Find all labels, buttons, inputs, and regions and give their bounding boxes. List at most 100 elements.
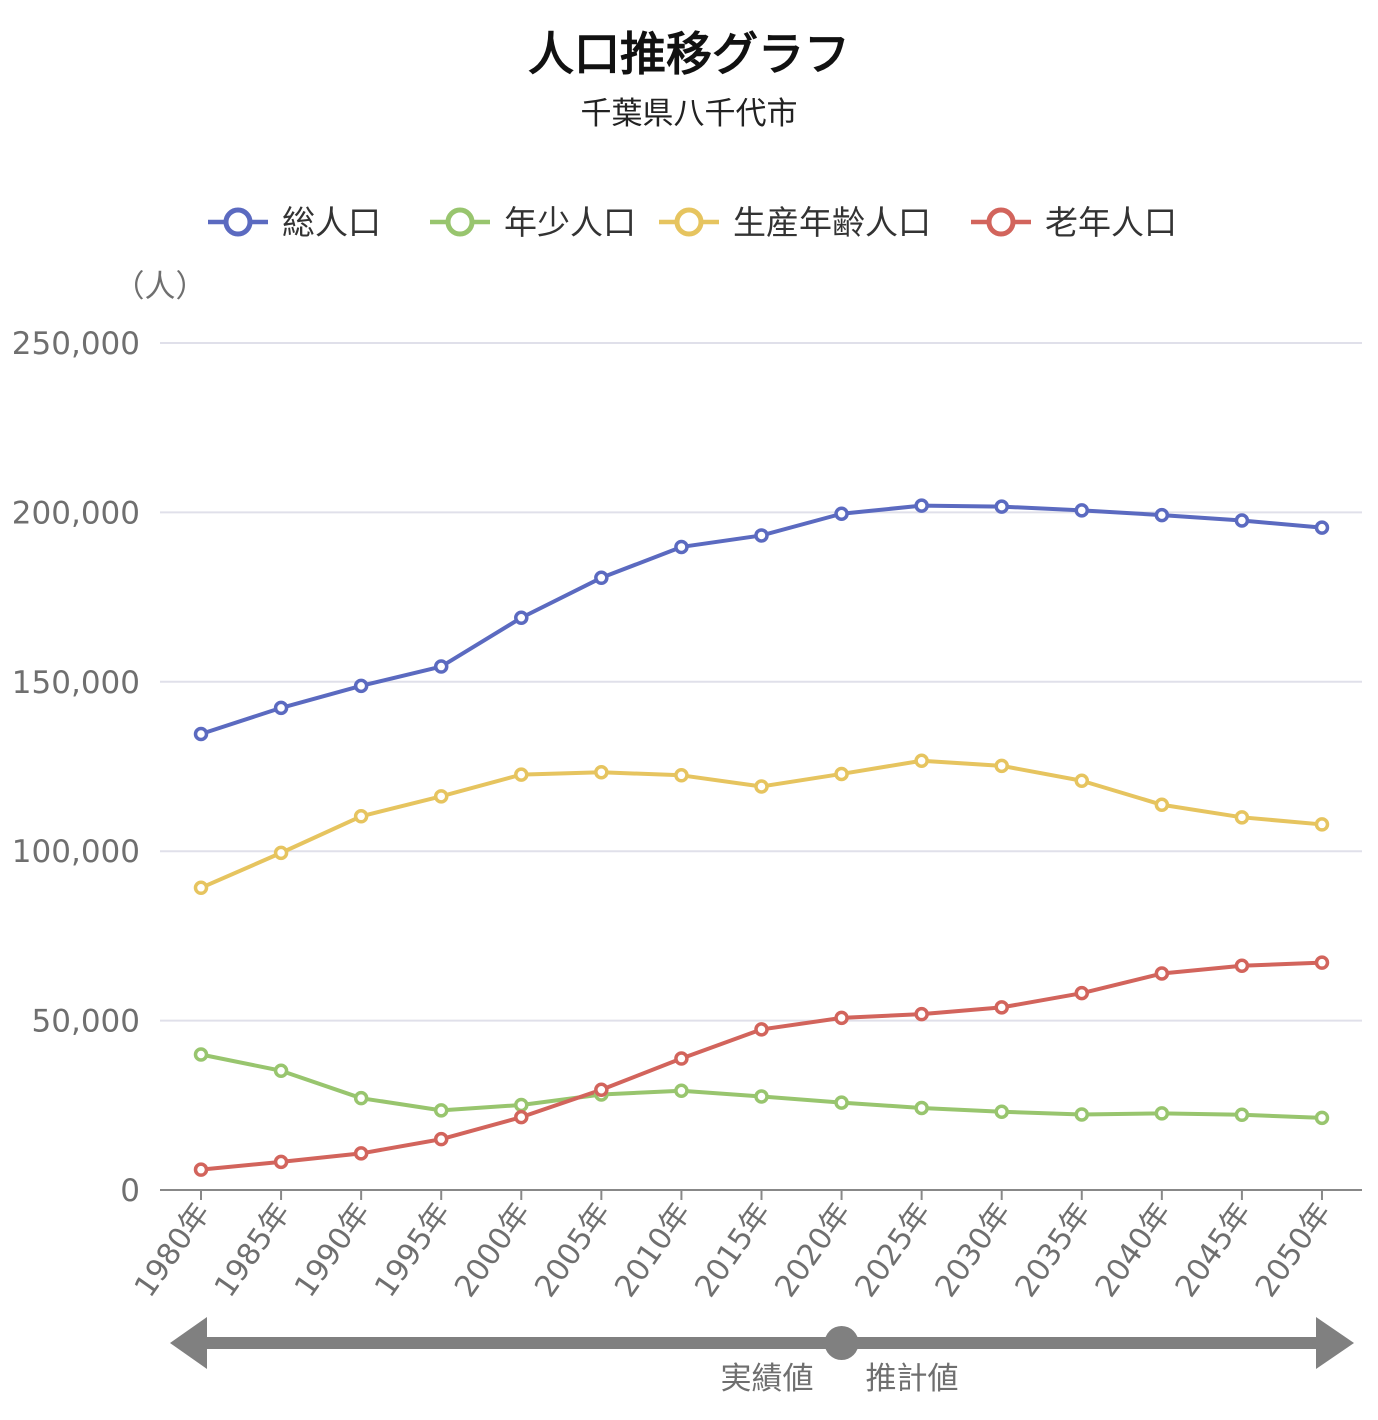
data-point — [353, 809, 369, 824]
data-point — [433, 1103, 449, 1118]
x-tick-label: 1985年 — [208, 1197, 298, 1304]
data-point — [1154, 966, 1170, 981]
x-tick-label: 2010年 — [608, 1197, 698, 1304]
data-point — [674, 1051, 689, 1066]
data-point — [674, 539, 689, 555]
data-point — [834, 766, 849, 782]
data-point — [1074, 773, 1090, 788]
data-point — [914, 1006, 929, 1022]
data-point — [754, 1022, 769, 1037]
data-point — [674, 768, 689, 783]
data-point — [994, 1104, 1009, 1119]
data-point — [1314, 817, 1330, 832]
series-line-2 — [199, 1052, 1324, 1120]
x-tick-label: 2040年 — [1089, 1197, 1179, 1304]
legend-marker[interactable] — [223, 207, 253, 237]
data-point — [594, 570, 609, 586]
legend-marker[interactable] — [674, 207, 704, 237]
legend-label[interactable]: 老年人口 — [1045, 203, 1177, 242]
data-point — [914, 498, 929, 513]
data-point — [1154, 507, 1170, 523]
data-point — [1074, 985, 1090, 1001]
y-tick-label: 250,000 — [12, 326, 140, 362]
data-point — [273, 1154, 289, 1170]
data-point — [193, 1162, 209, 1177]
x-tick-label: 2000年 — [448, 1197, 538, 1304]
chart-subtitle: 千葉県八千代市 — [580, 96, 798, 132]
legend-label[interactable]: 生産年齢人口 — [733, 203, 931, 242]
data-point — [994, 1000, 1009, 1015]
estimated-values-label: 推計値 — [866, 1361, 959, 1397]
left-arrowhead-icon — [170, 1317, 207, 1369]
x-tick-label: 2005年 — [528, 1197, 618, 1304]
data-point — [514, 1109, 529, 1125]
x-tick-label: 2015年 — [688, 1197, 778, 1304]
data-point — [1314, 520, 1330, 535]
x-tick-label: 2050年 — [1249, 1197, 1339, 1304]
data-point — [674, 1083, 689, 1098]
data-point — [834, 1010, 849, 1026]
data-point — [914, 753, 929, 768]
y-tick-label: 150,000 — [12, 665, 140, 701]
data-point — [594, 765, 609, 780]
x-tick-label: 1995年 — [368, 1197, 458, 1304]
data-point — [1074, 1107, 1090, 1122]
data-point — [754, 1089, 769, 1104]
right-arrowhead-icon — [1316, 1317, 1354, 1369]
y-tick-label: 50,000 — [32, 1004, 140, 1040]
data-point — [1234, 810, 1250, 825]
data-point — [353, 678, 369, 694]
data-point — [353, 1146, 369, 1161]
data-point — [433, 659, 449, 674]
data-point — [433, 1131, 449, 1147]
x-tick-label: 2030年 — [929, 1197, 1019, 1304]
data-point — [193, 1047, 209, 1062]
data-point — [994, 499, 1009, 514]
data-point — [1234, 1107, 1250, 1123]
data-point — [834, 506, 849, 522]
legend-label[interactable]: 年少人口 — [504, 203, 636, 242]
data-point — [514, 610, 529, 626]
data-point — [1234, 958, 1250, 973]
data-point — [1314, 1110, 1330, 1126]
chart-title: 人口推移グラフ — [528, 27, 850, 81]
series-line-4 — [199, 960, 1324, 1172]
data-point — [754, 779, 769, 794]
x-tick-label: 2025年 — [849, 1197, 939, 1304]
data-point — [193, 726, 209, 742]
x-tick-label: 2035年 — [1009, 1197, 1099, 1304]
data-point — [353, 1090, 369, 1106]
y-tick-label: 0 — [120, 1173, 140, 1209]
legend-marker[interactable] — [986, 207, 1016, 237]
y-tick-label: 200,000 — [12, 495, 140, 531]
data-point — [1314, 955, 1330, 970]
y-axis-unit-label: （人） — [114, 269, 207, 305]
data-point — [914, 1100, 929, 1116]
data-point — [1074, 503, 1090, 518]
x-tick-label: 2045年 — [1169, 1197, 1259, 1304]
data-point — [1154, 1106, 1170, 1121]
data-point — [514, 767, 529, 782]
y-tick-label: 100,000 — [12, 834, 140, 870]
x-tick-label: 1980年 — [128, 1197, 218, 1304]
data-point — [834, 1095, 849, 1110]
x-tick-label: 1990年 — [288, 1197, 378, 1304]
phase-divider-dot — [824, 1326, 859, 1360]
data-point — [273, 700, 289, 716]
data-point — [994, 758, 1009, 774]
data-point — [754, 528, 769, 543]
data-point — [1154, 797, 1170, 813]
data-point — [273, 845, 289, 861]
x-tick-label: 2020年 — [768, 1197, 858, 1304]
data-point — [1234, 513, 1250, 528]
legend-marker[interactable] — [445, 207, 475, 237]
data-point — [594, 1082, 609, 1097]
data-point — [193, 880, 209, 896]
data-point — [273, 1063, 289, 1078]
legend-label[interactable]: 総人口 — [282, 203, 381, 242]
data-point — [433, 789, 449, 804]
data-point — [514, 1097, 529, 1113]
actual-values-label: 実績値 — [721, 1361, 814, 1397]
